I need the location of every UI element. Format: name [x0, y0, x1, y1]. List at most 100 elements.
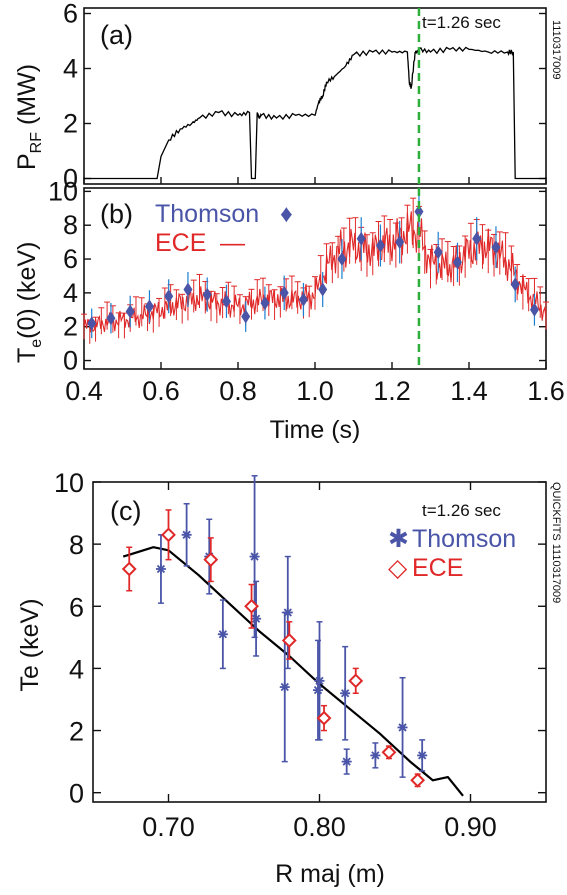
ece-point-c	[316, 710, 332, 726]
ece-point-c	[281, 633, 297, 648]
thomson-point-c	[181, 529, 192, 540]
panel-b-xtick-label: 1.6	[527, 376, 565, 406]
thomson-point-c	[155, 563, 166, 574]
panel-c-ytick-label: 6	[69, 592, 84, 622]
panel-b-ytick-label: 2	[63, 312, 78, 342]
thomson-point-stroke	[342, 757, 351, 766]
thomson-point	[298, 292, 308, 307]
thomson-point	[356, 231, 366, 246]
panel-b-legend: Thomson ♦ ECE —	[155, 200, 293, 257]
thomson-point-stroke	[156, 564, 166, 574]
panel-c-source-note: QUICKFITS 1110317009	[550, 482, 562, 603]
thomson-point-c	[341, 756, 352, 767]
thomson-point-stroke	[250, 552, 259, 561]
thomson-point-stroke	[182, 530, 191, 539]
panel-a-frame	[83, 7, 547, 185]
panel-a-shot-number: 1110317009	[550, 20, 562, 80]
thomson-point	[433, 245, 443, 260]
panel-b-xtick-label: 0.4	[65, 376, 103, 406]
ece-point-c	[121, 561, 137, 577]
panel-a-ytick-label: 2	[63, 109, 78, 139]
thomson-point-stroke	[251, 614, 261, 623]
thomson-point	[375, 238, 385, 253]
prf-trace-line	[84, 46, 546, 180]
panel-b-xtick-label: 1.2	[373, 376, 411, 406]
legend-thomson-label: Thomson	[155, 200, 259, 228]
thomson-point-stroke	[341, 689, 350, 698]
panel-a: (a) t=1.26 sec 1110317009 PRF (MW) 0 2 4 6	[13, 0, 562, 194]
panel-c-ytick-label: 10	[54, 468, 84, 498]
thomson-point-c	[251, 613, 262, 624]
panel-b: (b) Te(0) (keV) Time (s) Thomson ♦ ECE —…	[13, 176, 565, 444]
thomson-point-c	[217, 629, 228, 640]
legend-c-ece-label: ECE	[412, 554, 463, 582]
thomson-point	[414, 204, 424, 219]
thomson-point-c	[397, 722, 408, 733]
ece-point-c	[161, 527, 176, 543]
thomson-point-c	[417, 750, 428, 761]
thomson-point-stroke	[371, 751, 380, 760]
ece-point-c	[348, 673, 364, 689]
thomson-point	[510, 277, 520, 292]
panel-a-time-annotation: t=1.26 sec	[422, 13, 501, 32]
thomson-point-c	[279, 682, 290, 693]
panel-b-ylabel: Te(0) (keV)	[13, 242, 45, 363]
panel-c-xlabel: R maj (m)	[275, 860, 385, 888]
panel-c-ylabel: Te (keV)	[16, 598, 44, 691]
thomson-point	[395, 235, 405, 250]
thomson-point	[337, 252, 347, 267]
panel-b-ytick-label: 4	[63, 278, 78, 308]
thomson-point-stroke	[418, 751, 427, 760]
fit-curve	[122, 546, 464, 797]
thomson-point-c	[312, 685, 323, 696]
legend-ece-label: ECE	[155, 229, 206, 257]
panel-b-ytick-label: 8	[63, 210, 78, 240]
legend-thomson-symbol: ♦	[280, 200, 293, 228]
thomson-point	[106, 311, 116, 326]
panel-c-xtick-label: 0.70	[142, 812, 195, 842]
panel-a-ytick-label: 0	[63, 164, 78, 194]
thomson-point	[241, 309, 251, 324]
panel-b-xtick-label: 0.6	[142, 376, 180, 406]
thomson-point	[87, 316, 97, 331]
thomson-point-c	[282, 607, 293, 618]
panel-c-label: (c)	[110, 496, 141, 526]
ece-point-c	[410, 772, 426, 788]
ece-point-c	[381, 744, 397, 760]
legend-ece-symbol: —	[220, 229, 245, 257]
panel-c-ytick-label: 8	[69, 530, 84, 560]
thomson-point-stroke	[280, 682, 289, 692]
thomson-point	[529, 302, 539, 317]
panel-c-ytick-label: 0	[69, 779, 84, 809]
legend-c-ece-symbol: ◇	[388, 554, 408, 582]
panel-b-xtick-label: 0.8	[219, 376, 257, 406]
panel-c: (c) t=1.26 sec QUICKFITS 1110317009 Te (…	[16, 468, 562, 888]
thomson-point	[318, 282, 328, 297]
panel-c-xtick-label: 0.90	[444, 812, 497, 842]
thomson-point-c	[249, 551, 260, 562]
panel-c-time-annotation: t=1.26 sec	[422, 501, 501, 520]
thomson-point	[125, 304, 135, 319]
thomson-point	[279, 285, 289, 300]
thomson-point	[144, 299, 154, 314]
panel-b-xtick-label: 1.0	[296, 376, 334, 406]
panel-b-ytick-label: 0	[63, 346, 78, 376]
panel-a-ytick-label: 6	[63, 0, 78, 29]
legend-c-thomson-symbol: ✱	[388, 525, 409, 553]
thomson-point-c	[340, 688, 351, 699]
thomson-point	[491, 240, 501, 255]
panel-b-label: (b)	[100, 199, 133, 229]
thomson-point-c	[370, 750, 381, 761]
thomson-point	[183, 282, 193, 297]
thomson-point	[260, 296, 270, 311]
panel-c-legend: ✱ Thomson ◇ ECE	[388, 525, 516, 582]
thomson-point	[202, 287, 212, 302]
panel-b-xtick-label: 1.4	[450, 376, 488, 406]
panel-c-ytick-label: 4	[69, 654, 84, 684]
ece-point-c	[203, 552, 219, 568]
panel-a-ylabel: PRF (MW)	[13, 64, 45, 170]
legend-c-thomson-label: Thomson	[412, 525, 516, 553]
panel-c-ytick-label: 2	[69, 717, 84, 747]
thomson-point	[472, 231, 482, 246]
ece-point-c	[244, 598, 259, 614]
